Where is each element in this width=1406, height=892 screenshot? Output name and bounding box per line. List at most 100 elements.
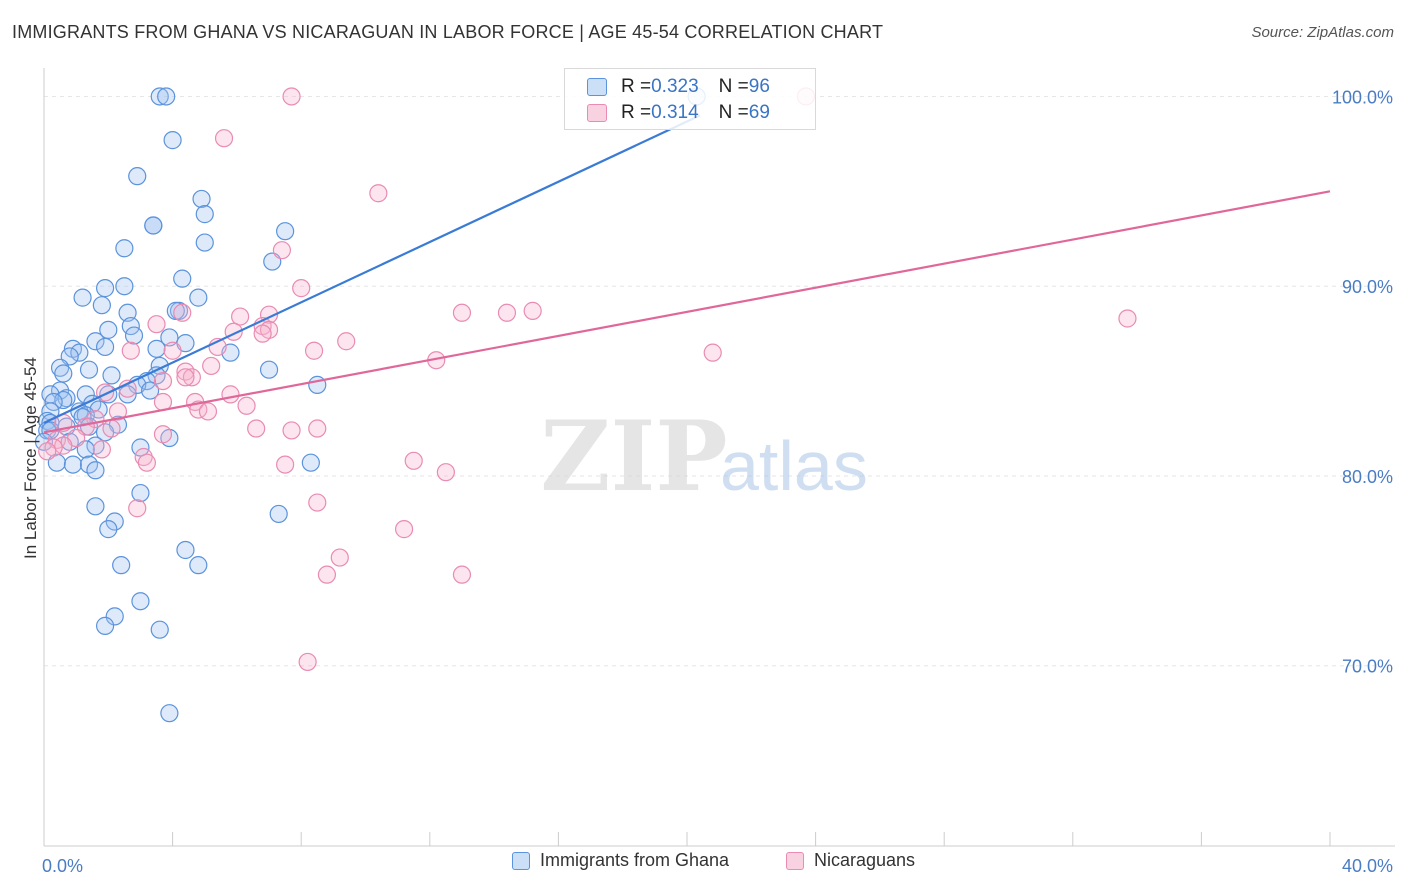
nicaraguan-point (153, 425, 173, 444)
ghana-point (105, 607, 124, 626)
nicaraguan-point (182, 368, 201, 387)
nicaraguan-point (153, 371, 173, 391)
y-tick-label: 100.0% (1332, 87, 1393, 107)
ghana-point (189, 556, 208, 575)
watermark-zip: ZIP (540, 400, 727, 513)
nicaraguan-point (173, 303, 192, 322)
grid-layer (44, 95, 1380, 667)
ghana-point (166, 301, 185, 320)
ghana-point (50, 381, 70, 400)
ghana-point (54, 364, 73, 383)
ghana-point (144, 216, 163, 235)
stats-n-label-nicaraguans: N = (718, 102, 749, 123)
legend-label-ghana: Immigrants from Ghana (540, 850, 730, 870)
nicaraguan-point (369, 184, 388, 203)
ghana-point (95, 616, 115, 635)
ghana-point (195, 205, 214, 224)
ghana-point (79, 360, 99, 379)
ghana-point (131, 592, 150, 611)
x-tick-label: 40.0% (1342, 856, 1393, 876)
ghana-point (124, 326, 144, 345)
ghana-point (140, 381, 160, 400)
stats-swatch-nicaraguans (587, 104, 607, 122)
ghana-point (173, 269, 192, 288)
ghana-point (44, 392, 63, 412)
nicaraguan-point (452, 565, 472, 584)
source-label: Source: ZipAtlas.com (1251, 24, 1394, 41)
nicaraguan-point (330, 548, 349, 567)
ghana-point (99, 520, 118, 539)
nicaraguan-point (523, 301, 542, 320)
legend-item-nicaraguans[interactable]: Nicaraguans (786, 850, 915, 871)
ghana-point (63, 455, 83, 474)
nicaraguan-point (436, 463, 455, 482)
legend-label-nicaraguans: Nicaraguans (814, 850, 916, 870)
nicaraguan-point (92, 440, 111, 459)
y-tick-label: 90.0% (1342, 277, 1393, 297)
ghana-point (269, 504, 288, 524)
ghana-point (157, 87, 176, 106)
nicaraguan-point (247, 419, 266, 438)
nicaraguan-point (214, 129, 234, 148)
ghana-point (99, 320, 118, 339)
ghana-point (73, 288, 92, 307)
ghana-point (160, 704, 179, 723)
stats-n-label-ghana: N = (718, 76, 749, 97)
ghana-point (70, 343, 89, 362)
y-tick-label: 70.0% (1342, 657, 1393, 677)
nicaraguan-point (108, 402, 128, 421)
ghana-point (92, 296, 111, 315)
nicaraguan-point (282, 421, 301, 440)
nicaraguan-point (163, 341, 182, 360)
ghana-point (301, 453, 320, 472)
stats-n-value-nicaraguans: 69 (748, 102, 770, 123)
nicaraguan-point (128, 499, 147, 518)
nicaraguan-point (198, 402, 218, 421)
ghana-point (86, 461, 105, 480)
nicaraguan-point (497, 303, 517, 322)
trend-layer (43, 114, 1331, 434)
nicaraguan-point (1118, 309, 1137, 328)
stats-row-nicaraguans: R = 0.314 N = 69 (587, 100, 770, 126)
ghana-point (95, 337, 115, 357)
ghana-point (259, 360, 279, 379)
nicaraguan-point (176, 368, 195, 387)
legend-item-ghana[interactable]: Immigrants from Ghana (512, 850, 729, 871)
nicaraguan-point (317, 565, 337, 584)
nicaraguan-point (38, 442, 57, 461)
points-layer (34, 87, 1137, 723)
ghana-point (112, 556, 131, 575)
ghana-point (115, 277, 134, 296)
stats-r-label-ghana: R = (621, 76, 652, 97)
legend-swatch-ghana (512, 851, 530, 870)
nicaraguan-point (237, 396, 256, 415)
nicaraguan-point (147, 315, 166, 334)
ghana-point (86, 332, 105, 351)
y-axis-label: In Labor Force | Age 45-54 (21, 357, 40, 559)
nicaraguan-point (137, 453, 156, 472)
ghana-point (121, 316, 140, 336)
nicaraguan-point (231, 307, 250, 326)
ghana-point (102, 366, 121, 385)
ghana-point (195, 233, 214, 252)
stats-row-ghana: R = 0.323 N = 96 (587, 74, 770, 100)
ghana-point (189, 288, 208, 307)
watermark: ZIP atlas (540, 400, 867, 513)
nicaraguan-point (272, 241, 292, 260)
stats-r-value-ghana: 0.323 (651, 76, 699, 97)
ghana-point (95, 279, 115, 298)
nicaraguan-point (308, 493, 327, 512)
stats-n-value-ghana: 96 (748, 76, 770, 97)
stats-swatch-ghana (587, 78, 607, 96)
nicaraguan-point (202, 356, 221, 376)
ghana-point (176, 540, 195, 560)
chart-title: IMMIGRANTS FROM GHANA VS NICARAGUAN IN L… (12, 22, 884, 42)
nicaraguan-point (221, 385, 240, 404)
nicaraguan-point (102, 419, 121, 438)
nicaraguan-point (337, 332, 356, 351)
nicaraguan-trend-line (43, 190, 1331, 434)
legend-swatch-nicaraguans (786, 851, 804, 870)
nicaraguan-point (308, 419, 327, 438)
nicaraguan-point (282, 87, 301, 106)
